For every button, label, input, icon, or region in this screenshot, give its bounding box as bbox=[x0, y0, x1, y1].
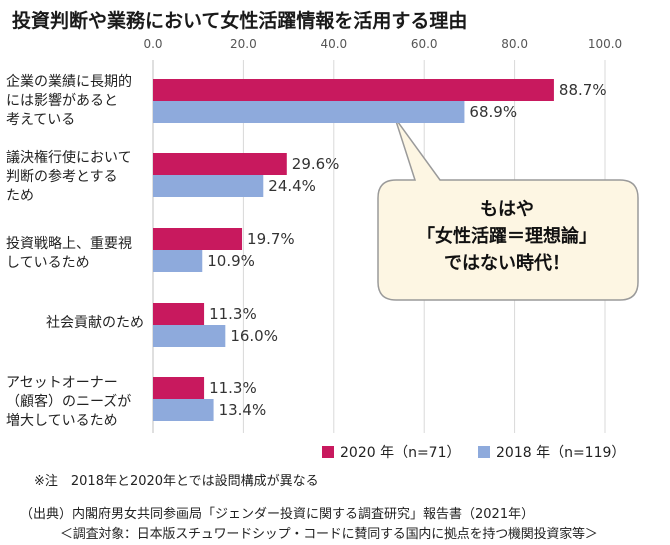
x-tick-label: 0.0 bbox=[143, 37, 162, 51]
bar-2018 bbox=[153, 325, 226, 347]
legend-label-2020: 2020 年（n=71） bbox=[340, 445, 461, 461]
source-line-2: ＜調査対象：日本版スチュワードシップ・コードに賛同する国内に拠点を持つ機関投資家… bbox=[60, 527, 598, 542]
data-label: 24.4% bbox=[268, 177, 316, 195]
callout-line-3: ではない時代！ bbox=[444, 253, 570, 274]
chart-title: 投資判断や業務において女性活躍情報を活用する理由 bbox=[12, 10, 468, 32]
footnote: ※注 2018年と2020年とでは設問構成が異なる bbox=[34, 474, 319, 489]
bar-2020 bbox=[153, 153, 287, 175]
source-line-1: （出典）内閣府男女共同参画局「ジェンダー投資に関する調査研究」報告書（2021年… bbox=[20, 507, 535, 522]
x-tick-label: 100.0 bbox=[588, 37, 622, 51]
legend-swatch-2020 bbox=[322, 446, 334, 458]
data-label: 11.3% bbox=[209, 379, 257, 397]
data-label: 88.7% bbox=[559, 81, 607, 99]
data-label: 68.9% bbox=[469, 103, 517, 121]
legend-label-2018: 2018 年（n=119） bbox=[496, 445, 626, 461]
legend-item-2020: 2020 年（n=71） bbox=[322, 442, 461, 462]
legend-swatch-2018 bbox=[478, 446, 490, 458]
bar-2020 bbox=[153, 79, 554, 101]
data-label: 11.3% bbox=[209, 305, 257, 323]
bar-2020 bbox=[153, 303, 205, 325]
callout-line-2: 「女性活躍＝理想論」 bbox=[417, 226, 597, 247]
category-label: 社会貢献のため bbox=[46, 315, 144, 331]
bar-2018 bbox=[153, 250, 203, 272]
bar-2020 bbox=[153, 228, 243, 250]
legend-item-2018: 2018 年（n=119） bbox=[478, 442, 625, 462]
data-label: 10.9% bbox=[207, 252, 255, 270]
callout-bubble bbox=[377, 117, 639, 301]
bar-2020 bbox=[153, 377, 205, 399]
data-label: 13.4% bbox=[219, 401, 267, 419]
x-tick-label: 80.0 bbox=[501, 37, 528, 51]
category-label: 投資戦略上、重要視 しているため bbox=[6, 236, 132, 271]
x-tick-label: 20.0 bbox=[230, 37, 257, 51]
data-label: 16.0% bbox=[230, 327, 278, 345]
data-label: 29.6% bbox=[292, 155, 340, 173]
data-label: 19.7% bbox=[247, 230, 295, 248]
x-tick-label: 40.0 bbox=[320, 37, 347, 51]
category-label: 企業の業績に長期的 には影響があると 考えている bbox=[6, 74, 132, 128]
bar-2018 bbox=[153, 101, 465, 123]
category-label: アセットオーナー （顧客）のニーズが 増大しているため bbox=[6, 375, 132, 429]
callout-line-1: もはや bbox=[480, 199, 534, 220]
bar-2018 bbox=[153, 175, 264, 197]
x-tick-label: 60.0 bbox=[411, 37, 438, 51]
bar-2018 bbox=[153, 399, 214, 421]
category-label: 議決権行使において 判断の参考とする ため bbox=[6, 150, 132, 204]
callout-text: もはや 「女性活躍＝理想論」 ではない時代！ bbox=[382, 196, 632, 277]
